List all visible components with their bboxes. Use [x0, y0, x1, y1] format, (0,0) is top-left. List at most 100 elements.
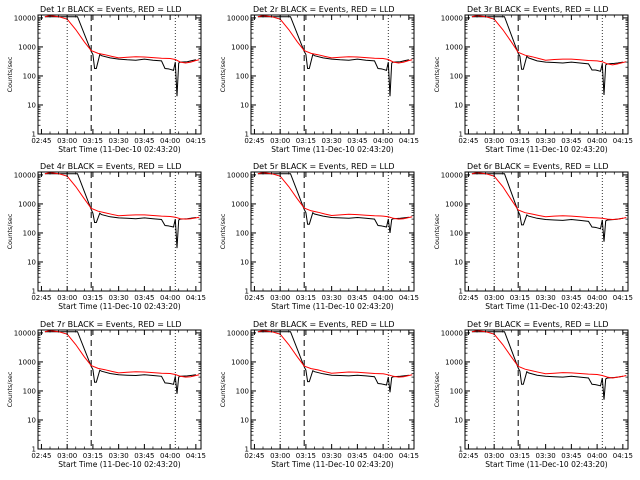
x-tick-label: 03:30	[109, 294, 129, 302]
events-series-line	[44, 331, 196, 394]
y-tick-label: 10	[454, 101, 463, 109]
chart-title: Det 5r BLACK = Events, RED = LLD	[253, 162, 395, 171]
x-tick-label: 03:00	[57, 137, 77, 145]
x-tick-label: 03:45	[134, 452, 154, 460]
y-axis-label: Counts/sec	[6, 371, 14, 407]
events-series-line	[257, 331, 409, 393]
x-tick-label: 02:45	[244, 452, 264, 460]
y-tick-label: 100	[23, 229, 36, 237]
chart-panel-8: Det 8r BLACK = Events, RED = LLD 1 10 100 10…	[219, 320, 419, 469]
y-axis-label: Counts/sec	[433, 213, 441, 249]
y-tick-label: 100	[236, 387, 249, 395]
y-tick-label: 1	[32, 131, 36, 139]
y-tick-label: 10	[240, 258, 249, 266]
y-tick-label: 10	[454, 258, 463, 266]
x-tick-label: 03:30	[322, 452, 342, 460]
y-tick-label: 100	[450, 387, 463, 395]
chart-title: Det 8r BLACK = Events, RED = LLD	[253, 320, 395, 329]
x-tick-label: 03:45	[347, 137, 367, 145]
x-tick-label: 03:15	[510, 137, 530, 145]
x-tick-label: 04:15	[399, 294, 419, 302]
y-tick-label: 10000	[441, 329, 463, 337]
y-axis-label: Counts/sec	[433, 371, 441, 407]
x-tick-label: 03:00	[270, 294, 290, 302]
y-tick-label: 1000	[18, 200, 36, 208]
y-tick-label: 100	[23, 387, 36, 395]
x-tick-label: 03:30	[536, 294, 556, 302]
x-tick-label: 03:45	[561, 452, 581, 460]
x-tick-label: 04:00	[373, 294, 393, 302]
x-axis-label: Start Time (11-Dec-10 02:43:20)	[485, 460, 607, 469]
plot-frame	[464, 329, 629, 450]
x-axis-label: Start Time (11-Dec-10 02:43:20)	[271, 460, 393, 469]
y-tick-label: 1000	[231, 200, 249, 208]
y-tick-label: 10000	[14, 171, 36, 179]
plot-frame	[250, 329, 415, 450]
y-tick-label: 1000	[18, 358, 36, 366]
x-tick-label: 04:15	[613, 452, 633, 460]
x-axis-label: Start Time (11-Dec-10 02:43:20)	[485, 145, 607, 154]
x-tick-label: 04:00	[587, 452, 607, 460]
y-tick-label: 10	[240, 416, 249, 424]
y-axis-label: Counts/sec	[6, 213, 14, 249]
x-tick-label: 03:30	[536, 452, 556, 460]
y-tick-label: 10	[454, 416, 463, 424]
y-axis-label: Counts/sec	[219, 56, 227, 92]
plot-frame	[464, 14, 629, 135]
x-axis-label: Start Time (11-Dec-10 02:43:20)	[271, 302, 393, 311]
lld-series-line	[44, 330, 200, 378]
y-tick-label: 1	[32, 446, 36, 454]
lld-series-line	[44, 15, 200, 64]
chart-panel-3: Det 3r BLACK = Events, RED = LLD 1 10 100 10…	[433, 5, 633, 154]
x-tick-label: 02:45	[458, 294, 478, 302]
y-tick-label: 1000	[18, 43, 36, 51]
x-tick-label: 04:00	[160, 452, 180, 460]
x-tick-label: 03:00	[484, 137, 504, 145]
x-tick-label: 03:45	[561, 137, 581, 145]
chart-panel-1: Det 1r BLACK = Events, RED = LLD 1 10 100 10…	[6, 5, 206, 154]
events-series-line	[44, 16, 197, 97]
events-series-line	[471, 16, 623, 96]
x-axis-label: Start Time (11-Dec-10 02:43:20)	[271, 145, 393, 154]
lld-series-line	[44, 172, 200, 220]
y-tick-label: 1	[459, 446, 463, 454]
y-tick-label: 10000	[14, 14, 36, 22]
x-tick-label: 03:45	[134, 137, 154, 145]
x-tick-label: 04:15	[399, 452, 419, 460]
x-tick-label: 03:00	[57, 294, 77, 302]
y-tick-label: 1000	[231, 358, 249, 366]
x-tick-label: 03:15	[296, 294, 316, 302]
chart-title: Det 4r BLACK = Events, RED = LLD	[40, 162, 182, 171]
y-axis-label: Counts/sec	[219, 213, 227, 249]
y-tick-label: 1	[245, 288, 249, 296]
events-series-line	[257, 16, 410, 97]
x-tick-label: 02:45	[31, 294, 51, 302]
events-series-line	[471, 331, 623, 400]
x-tick-label: 02:45	[458, 452, 478, 460]
chart-title: Det 6r BLACK = Events, RED = LLD	[467, 162, 609, 171]
y-tick-label: 100	[236, 229, 249, 237]
x-tick-label: 03:00	[270, 137, 290, 145]
x-tick-label: 03:15	[510, 294, 530, 302]
x-tick-label: 03:45	[561, 294, 581, 302]
y-tick-label: 10000	[441, 171, 463, 179]
y-tick-label: 10000	[14, 329, 36, 337]
y-tick-label: 100	[236, 72, 249, 80]
x-tick-label: 02:45	[31, 452, 51, 460]
x-tick-label: 04:00	[587, 294, 607, 302]
y-tick-label: 10000	[227, 329, 249, 337]
x-tick-label: 04:00	[373, 452, 393, 460]
plot-frame	[37, 329, 202, 450]
chart-title: Det 3r BLACK = Events, RED = LLD	[467, 5, 609, 14]
lld-series-line	[471, 172, 627, 221]
chart-panel-6: Det 6r BLACK = Events, RED = LLD 1 10 100 10…	[433, 162, 633, 311]
y-tick-label: 10	[27, 416, 36, 424]
y-tick-label: 1000	[231, 43, 249, 51]
x-tick-label: 03:15	[83, 294, 103, 302]
plot-frame	[250, 171, 415, 292]
lld-series-line	[257, 330, 413, 378]
x-tick-label: 03:15	[83, 137, 103, 145]
y-tick-label: 10000	[441, 14, 463, 22]
x-tick-label: 03:45	[347, 452, 367, 460]
lld-series-line	[471, 330, 627, 379]
